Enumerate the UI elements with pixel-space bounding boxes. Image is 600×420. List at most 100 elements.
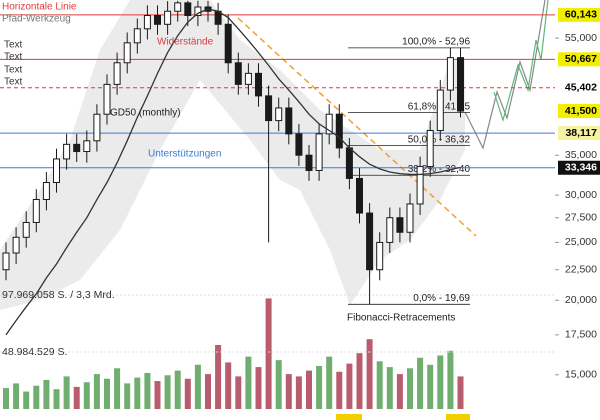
volume-bar [23, 391, 30, 409]
fib-label: 38,2% - 32,40 [408, 164, 471, 175]
level-label: 38,117 [565, 127, 597, 139]
volume-bar [13, 383, 20, 409]
level-label: 60,143 [565, 9, 597, 21]
marker [446, 414, 470, 420]
volume-bar [83, 382, 90, 409]
volume-bar [346, 363, 353, 409]
volume-bar [124, 383, 131, 409]
candle-body [12, 236, 20, 254]
volume-bar [386, 367, 393, 409]
candle-body [194, 6, 202, 17]
volume-bar [63, 376, 70, 409]
candle-body [22, 221, 30, 238]
volume-bar [194, 364, 201, 409]
volume-bar [396, 374, 403, 409]
level-label: 33,346 [565, 162, 597, 174]
volume-bar [144, 372, 151, 409]
volume-tick-label: 97.969.058 S. / 3,3 Mrd. [2, 289, 115, 301]
annotation: Unterstützungen [148, 149, 221, 160]
volume-bar [184, 378, 191, 409]
y-tick-label: 17,500 [565, 329, 597, 341]
level-label: 50,667 [565, 53, 597, 65]
volume-bar [316, 365, 323, 409]
candle-body [386, 217, 394, 243]
fib-label: 100,0% - 52,96 [402, 36, 470, 47]
volume-bar [114, 368, 121, 409]
candle-body [325, 113, 333, 135]
candle-body [335, 113, 343, 149]
volume-bar [164, 375, 171, 409]
candle-body [113, 62, 121, 85]
volume-bar [73, 386, 80, 409]
volume-bar [104, 378, 110, 409]
candle-body [154, 15, 161, 25]
candle-body [396, 217, 404, 233]
volume-bar [3, 388, 9, 409]
y-tick-label: 25,000 [565, 236, 597, 248]
volume-bar [457, 376, 464, 409]
candle-body [255, 72, 262, 97]
annotation: Text [4, 52, 23, 63]
volume-bar [265, 298, 272, 409]
volume-bar [93, 374, 100, 409]
volume-bar [43, 379, 50, 409]
candle-body [345, 147, 353, 179]
volume-tick-label: 48.984.529 S. [2, 346, 67, 358]
volume-bar [295, 376, 302, 409]
candle-body [416, 166, 424, 205]
volume-bar [215, 345, 222, 409]
volume-bar [376, 361, 383, 409]
candle-body [103, 83, 111, 115]
candle-body [73, 143, 81, 153]
candle-body [2, 252, 10, 271]
candle-body [32, 199, 40, 223]
volume-bar [174, 370, 181, 409]
ma-line [5, 8, 461, 336]
volume-bar [235, 376, 242, 409]
candle-body [133, 28, 141, 44]
volume-bar [134, 377, 141, 409]
volume-bar [417, 357, 424, 409]
annotation: Text [4, 40, 23, 51]
volume-bar [154, 381, 161, 409]
level-label: 41,500 [565, 105, 597, 117]
volume-bar [33, 385, 40, 409]
volume-bar [336, 371, 343, 409]
candle-body [123, 42, 131, 64]
candle-body [366, 212, 374, 271]
candle-body [285, 107, 293, 135]
projection-path [493, 0, 549, 123]
candle-body [174, 2, 182, 12]
candle-body [376, 241, 384, 271]
candle-body [315, 133, 323, 171]
volume-bar [407, 368, 413, 409]
volume-bar [366, 339, 373, 409]
y-tick-label: 55,000 [565, 32, 597, 44]
candle-body [426, 130, 434, 168]
candle-body [265, 95, 273, 122]
y-tick-label: 27,500 [565, 211, 597, 223]
candle-body [275, 107, 283, 122]
candle-body [446, 57, 454, 91]
trend-line [237, 17, 477, 237]
candle-body [457, 57, 464, 112]
y-tick-label: 30,000 [565, 189, 597, 201]
candle-body [83, 140, 91, 153]
candle-body [436, 89, 444, 132]
candle-body [93, 113, 101, 142]
volume-bar [205, 374, 211, 409]
level-box [558, 80, 600, 95]
level-box [558, 160, 600, 175]
candle-body [244, 72, 252, 85]
projection-path [464, 0, 546, 150]
volume-bar [285, 374, 292, 409]
volume-bar [427, 364, 434, 409]
candle-body [305, 154, 313, 171]
level-box [558, 52, 600, 67]
annotation: Widerstände [157, 37, 214, 48]
candle-body [143, 15, 151, 30]
y-tick-label: 22,500 [565, 264, 597, 276]
volume-bar [225, 362, 232, 409]
volume-bar [306, 370, 312, 409]
